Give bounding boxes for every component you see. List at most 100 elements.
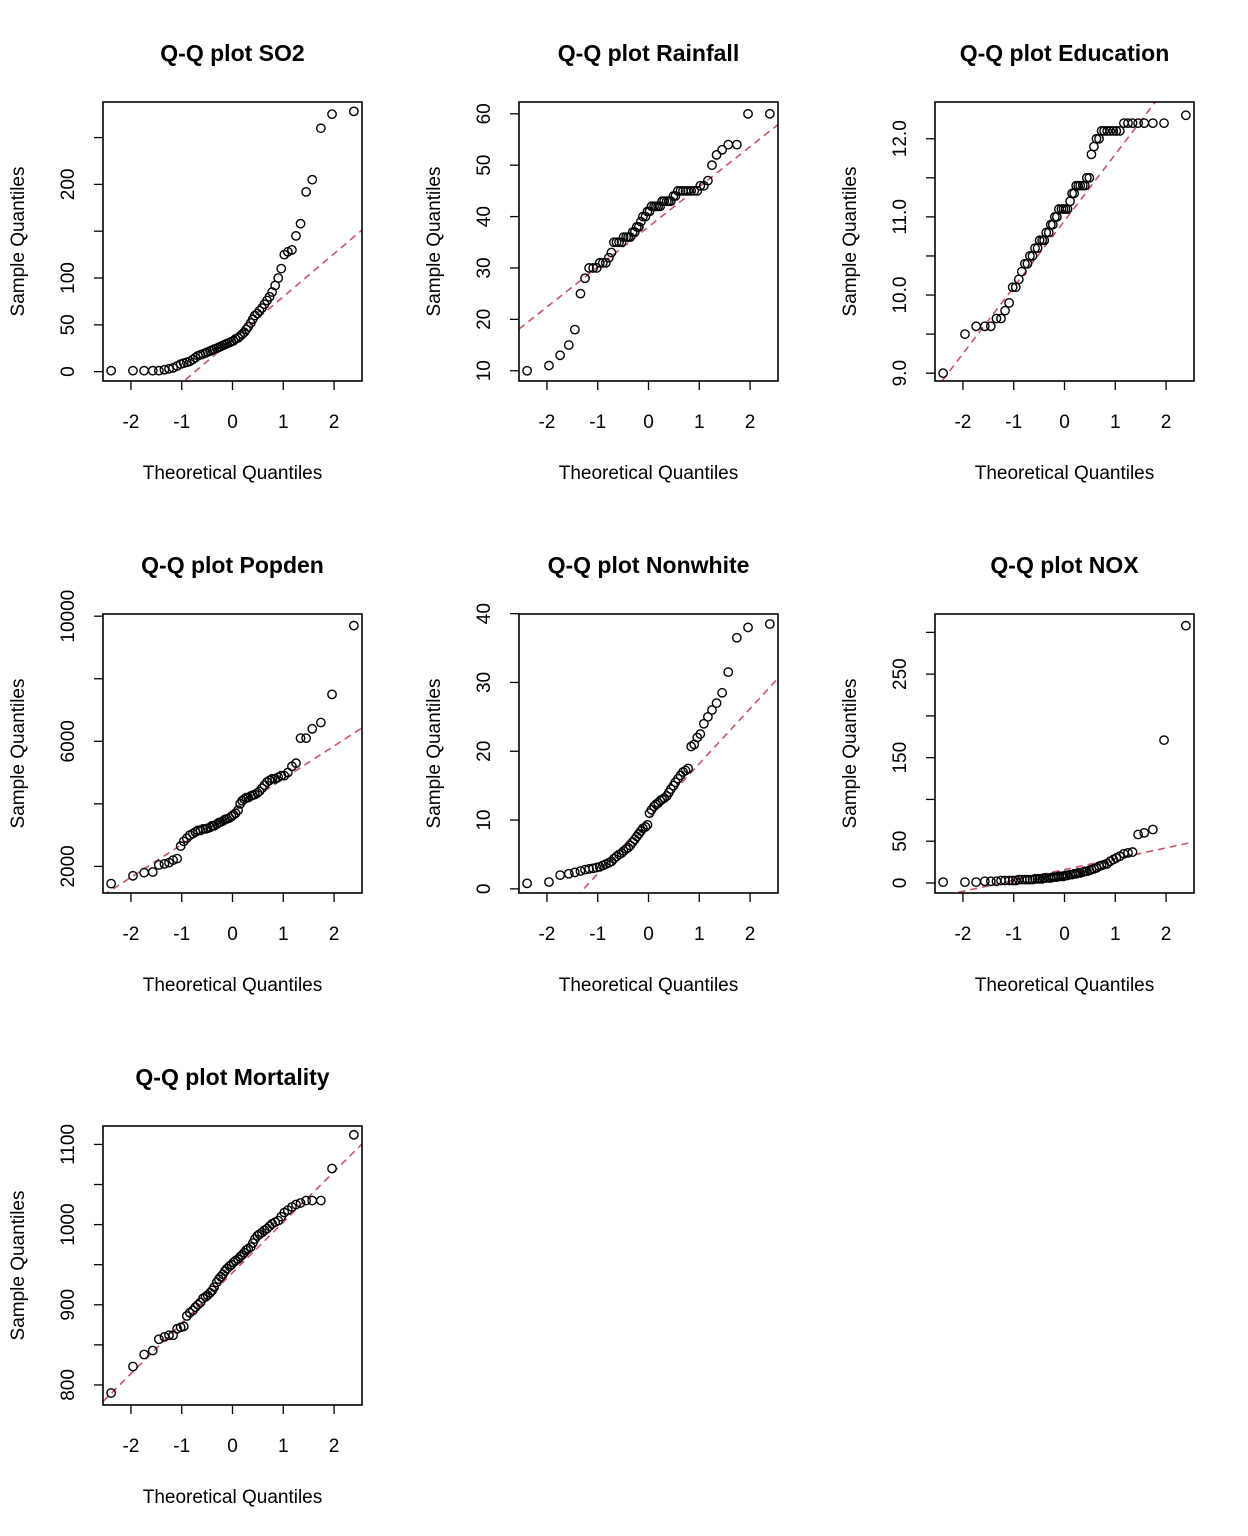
data-point bbox=[301, 1195, 312, 1206]
qq-panel: Q-Q plot Education -2 -1 0 1 2 9.0 10.0 11.0 12.0… bbox=[840, 40, 1195, 484]
x-tick-label: -1 bbox=[173, 412, 190, 433]
x-tick-label: 0 bbox=[643, 412, 654, 433]
x-axis-label: Theoretical Quantiles bbox=[975, 463, 1155, 484]
data-point bbox=[307, 1195, 318, 1206]
data-point bbox=[689, 185, 700, 196]
data-point bbox=[960, 329, 970, 340]
plot-frame bbox=[518, 101, 779, 382]
y-tick-label: 0 bbox=[474, 884, 495, 895]
x-tick-label: 0 bbox=[227, 924, 238, 945]
data-point bbox=[960, 877, 970, 888]
data-point bbox=[1159, 118, 1169, 129]
x-tick-label: 1 bbox=[694, 924, 705, 945]
y-tick-label: 900 bbox=[58, 1289, 79, 1321]
data-point bbox=[686, 185, 697, 196]
y-tick-label: 6000 bbox=[58, 720, 79, 762]
data-point bbox=[1133, 829, 1144, 840]
data-point bbox=[1000, 875, 1010, 886]
data-point bbox=[1034, 235, 1045, 246]
data-point bbox=[606, 247, 617, 258]
x-tick-label: -1 bbox=[1005, 412, 1022, 433]
y-axis-label: Sample Quantiles bbox=[8, 679, 29, 829]
qq-panel: Q-Q plot Nonwhite-2 -1 0 1 2010203040Theoret… bbox=[424, 552, 779, 996]
data-point bbox=[1025, 874, 1035, 885]
data-point bbox=[985, 321, 996, 332]
data-point bbox=[569, 867, 580, 878]
data-point bbox=[594, 257, 605, 268]
data-point bbox=[327, 689, 337, 700]
data-point bbox=[128, 365, 138, 376]
y-tick-label: 1100 bbox=[58, 1124, 79, 1165]
data-point bbox=[1147, 824, 1158, 835]
data-point bbox=[1127, 118, 1138, 129]
x-tick-label: -2 bbox=[954, 412, 971, 433]
data-point bbox=[1004, 297, 1015, 308]
data-point bbox=[307, 723, 318, 734]
data-point bbox=[153, 1334, 164, 1345]
x-tick-label: 2 bbox=[1161, 412, 1172, 433]
data-point bbox=[1041, 227, 1052, 238]
y-axis-label: Sample Quantiles bbox=[8, 167, 29, 317]
data-point bbox=[680, 765, 691, 776]
data-point bbox=[996, 313, 1006, 324]
data-point bbox=[139, 365, 150, 376]
panel-title: Q-Q plot Nonwhite bbox=[548, 552, 750, 578]
data-point bbox=[1105, 126, 1116, 136]
data-point bbox=[295, 733, 306, 744]
data-point bbox=[731, 139, 742, 150]
qq-panel: Q-Q plot Popden -2 -1 0 1 2 2000 6000 10000 Theor… bbox=[8, 552, 363, 996]
y-tick-label: 800 bbox=[58, 1369, 79, 1401]
y-axis-label: Sample Quantiles bbox=[840, 679, 861, 829]
y-axis-label: Sample Quantiles bbox=[840, 167, 861, 317]
data-point bbox=[348, 620, 359, 631]
x-tick-label: 2 bbox=[329, 412, 340, 433]
y-tick-label: 30 bbox=[474, 672, 495, 693]
data-point bbox=[584, 263, 594, 273]
data-point bbox=[659, 196, 670, 207]
x-axis-label: Theoretical Quantiles bbox=[559, 463, 739, 484]
data-point bbox=[291, 1199, 301, 1210]
data-point bbox=[164, 1330, 174, 1341]
x-tick-label: 2 bbox=[745, 924, 756, 945]
data-point bbox=[764, 108, 775, 119]
x-tick-label: 0 bbox=[227, 412, 238, 433]
data-point bbox=[563, 868, 574, 879]
y-tick-label: 2000 bbox=[58, 845, 79, 887]
data-point bbox=[723, 667, 734, 678]
x-axis-label: Theoretical Quantiles bbox=[143, 463, 323, 484]
data-point bbox=[1030, 873, 1040, 884]
data-point bbox=[1133, 118, 1144, 129]
y-tick-label: 10 bbox=[474, 809, 495, 830]
x-tick-label: 1 bbox=[278, 1436, 289, 1457]
data-point bbox=[287, 245, 297, 255]
data-point bbox=[1007, 282, 1018, 293]
data-point bbox=[522, 878, 533, 889]
data-point bbox=[147, 867, 158, 877]
data-point bbox=[276, 263, 287, 274]
data-point bbox=[695, 729, 706, 739]
data-point bbox=[618, 232, 629, 243]
data-point bbox=[106, 365, 117, 376]
y-tick-label: 12.0 bbox=[890, 120, 911, 157]
data-point bbox=[609, 237, 619, 248]
y-tick-label: 50 bbox=[474, 155, 495, 176]
data-point bbox=[106, 1388, 117, 1398]
data-point bbox=[190, 352, 201, 363]
panel-title: Q-Q plot NOX bbox=[990, 552, 1139, 578]
panel-title: Q-Q plot Rainfall bbox=[558, 40, 739, 66]
plot-frame bbox=[102, 613, 363, 894]
data-point bbox=[1091, 133, 1102, 144]
y-tick-label: 60 bbox=[474, 103, 495, 124]
data-point bbox=[1123, 848, 1133, 858]
x-tick-label: 0 bbox=[1059, 924, 1070, 945]
data-point bbox=[257, 783, 267, 794]
x-tick-label: -1 bbox=[173, 1436, 190, 1457]
data-point bbox=[1034, 873, 1045, 884]
data-point bbox=[193, 1299, 203, 1310]
y-tick-label: 50 bbox=[58, 314, 79, 335]
data-point bbox=[184, 1307, 195, 1318]
y-tick-label: 250 bbox=[890, 658, 911, 690]
y-tick-label: 0 bbox=[890, 878, 911, 889]
data-point bbox=[1019, 258, 1030, 269]
